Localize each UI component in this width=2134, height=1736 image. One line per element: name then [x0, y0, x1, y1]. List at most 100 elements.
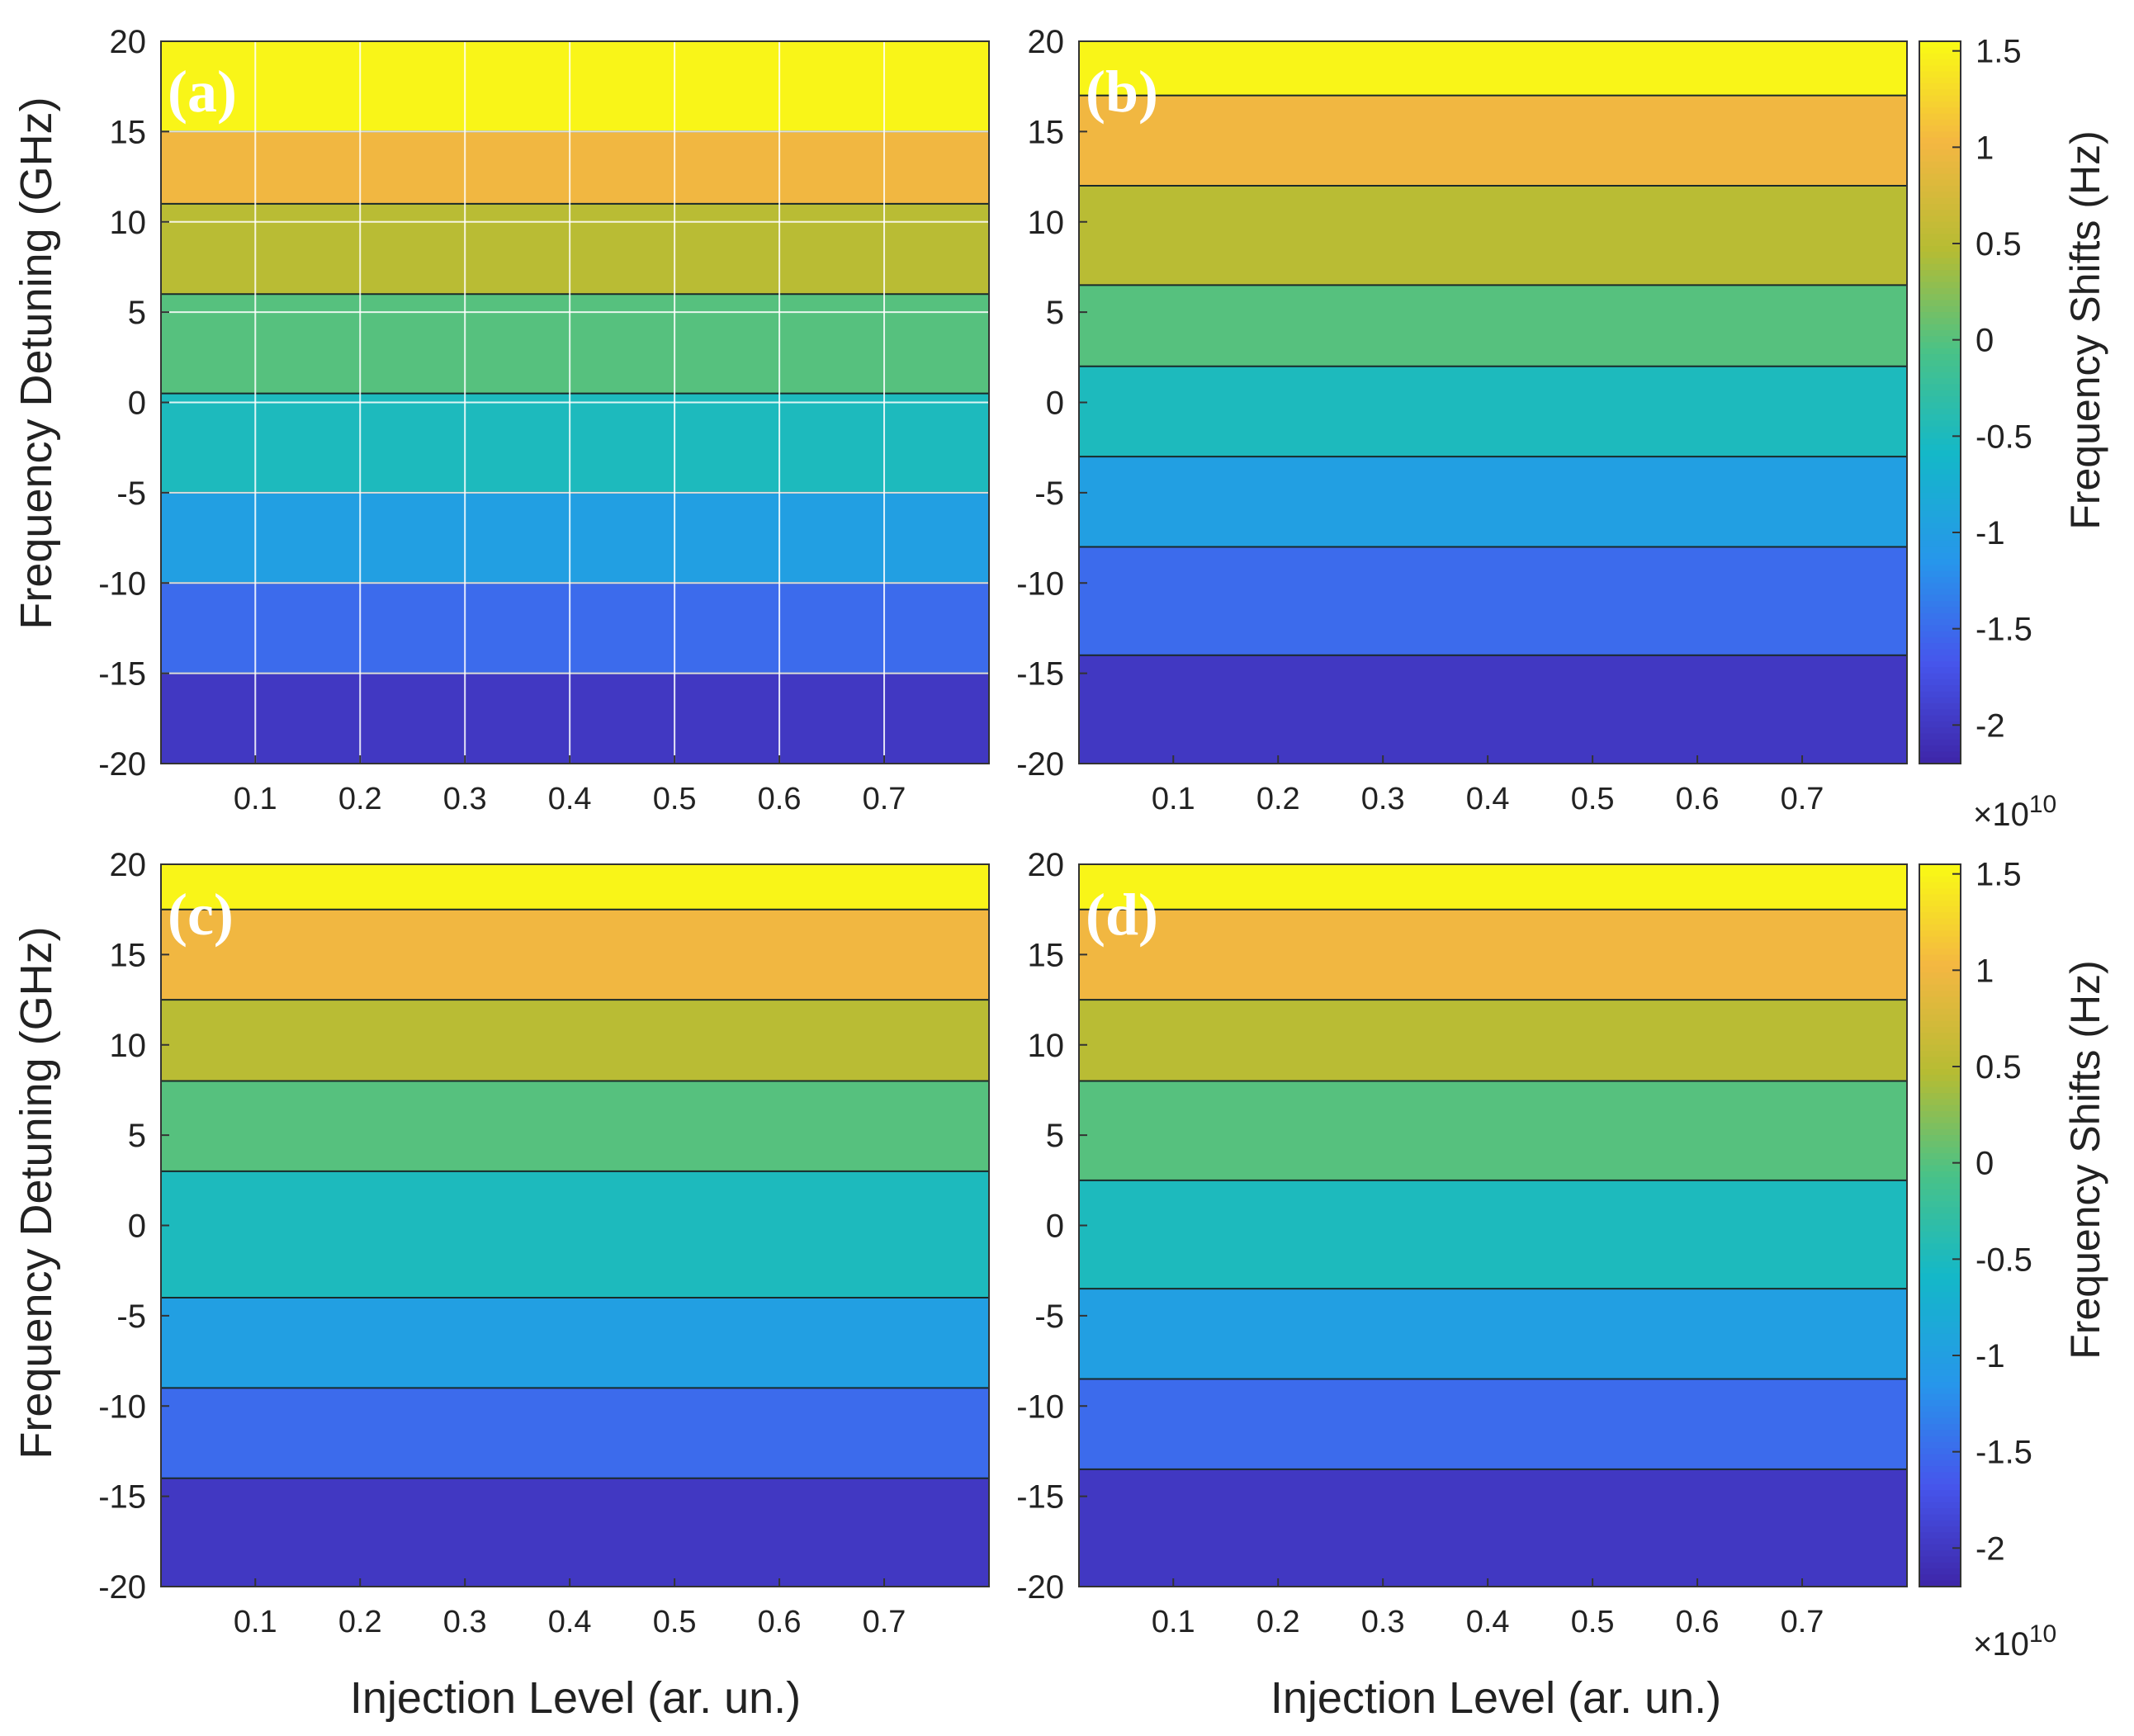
y-tick-label: -10: [1016, 1388, 1064, 1425]
colorbar-segment: [1919, 631, 1961, 638]
colorbar-segment: [1919, 1526, 1961, 1533]
colorbar-exponent-top: ×1010: [1973, 791, 2056, 833]
colorbar-segment: [1919, 1141, 1961, 1148]
colorbar-segment: [1919, 1357, 1961, 1365]
colorbar-segment: [1919, 372, 1961, 379]
colorbar-segment: [1919, 1406, 1961, 1413]
colorbar-segment: [1919, 966, 1961, 973]
contour-band: [1079, 1081, 1907, 1180]
colorbar-segment: [1919, 131, 1961, 139]
colorbar-segment: [1919, 1068, 1961, 1076]
colorbar-segment: [1919, 954, 1961, 962]
y-tick-label: 0: [1046, 1209, 1064, 1245]
colorbar-segment: [1919, 1568, 1961, 1576]
x-tick-label: 0.1: [1152, 782, 1195, 816]
colorbar-segment: [1919, 991, 1961, 998]
colorbar-segment: [1919, 1273, 1961, 1280]
contour-band: [161, 1081, 989, 1171]
colorbar-segment: [1919, 673, 1961, 680]
colorbar-segment: [1919, 709, 1961, 717]
y-tick-label: 10: [1028, 205, 1065, 241]
y-tick-label: 15: [1028, 114, 1065, 150]
colorbar-segment: [1919, 215, 1961, 223]
colorbar-segment: [1919, 649, 1961, 656]
panel-label: (a): [168, 59, 237, 125]
colorbar-segment: [1919, 576, 1961, 584]
colorbar-segment: [1919, 59, 1961, 66]
colorbar-segment: [1919, 1550, 1961, 1558]
colorbar-segment: [1919, 1417, 1961, 1425]
colorbar-segment: [1919, 1459, 1961, 1467]
colorbar-segment: [1919, 1532, 1961, 1540]
colorbar-segment: [1919, 402, 1961, 409]
colorbar-segment: [1919, 287, 1961, 295]
colorbar-segment: [1919, 504, 1961, 512]
contour-band: [161, 492, 989, 584]
colorbar-segment: [1919, 1382, 1961, 1388]
contour-band: [1079, 909, 1907, 1000]
colorbar-segment: [1919, 864, 1961, 871]
colorbar-segment: [1919, 1364, 1961, 1371]
y-tick-label: -10: [98, 565, 146, 602]
colorbar-segment: [1919, 384, 1961, 391]
colorbar-segment: [1919, 1538, 1961, 1545]
colorbar-segment: [1919, 71, 1961, 78]
colorbar-segment: [1919, 1147, 1961, 1154]
colorbar-segment: [1919, 245, 1961, 253]
colorbar-segment: [1919, 475, 1961, 481]
colorbar-segment: [1919, 685, 1961, 693]
colorbar-segment: [1919, 342, 1961, 349]
x-tick-label: 0.5: [653, 1605, 697, 1639]
colorbar-segment: [1919, 1412, 1961, 1419]
colorbar-segment: [1919, 192, 1961, 199]
colorbar-segment: [1919, 1020, 1961, 1028]
colorbar-segment: [1919, 667, 1961, 674]
colorbar-segment: [1919, 559, 1961, 565]
panel-a: 0.1 0.2 0.3 0.4 0.5 0.6 0.7 20 15 10 5 0 -5 -10 -15 -20…: [98, 24, 990, 816]
colorbar-segment: [1919, 1177, 1961, 1185]
y-tick-label: 5: [128, 1118, 146, 1154]
colorbar-segment: [1919, 906, 1961, 913]
contour-band: [161, 1478, 989, 1587]
colorbar-segment: [1919, 643, 1961, 650]
colorbar-segment: [1919, 95, 1961, 102]
colorbar-segment: [1919, 221, 1961, 229]
colorbar-segment: [1919, 1315, 1961, 1322]
contour-band: [161, 393, 989, 493]
contour-band: [1079, 95, 1907, 186]
colorbar-exponent-bottom: ×1010: [1973, 1620, 2056, 1663]
colorbar-segment: [1919, 1002, 1961, 1010]
colorbar-segment: [1919, 534, 1961, 542]
contour-band: [161, 673, 989, 764]
colorbar-segment: [1919, 727, 1961, 735]
y-axis-label-top: Frequency Detuning (GHz): [12, 97, 61, 629]
colorbar-segment: [1919, 1388, 1961, 1395]
contour-band: [1079, 1000, 1907, 1081]
contour-band: [161, 1171, 989, 1298]
colorbar-segment: [1919, 378, 1961, 386]
y-tick-label: -10: [98, 1388, 146, 1425]
contour-band: [1079, 366, 1907, 457]
colorbar-segment: [1919, 636, 1961, 644]
contour-band: [161, 1388, 989, 1478]
colorbar-segment: [1919, 366, 1961, 373]
colorbar-tick-label: 0.5: [1975, 226, 2022, 263]
colorbar-tick-label: 0.5: [1975, 1049, 2022, 1086]
colorbar-segment: [1919, 679, 1961, 686]
y-tick-label: -15: [98, 656, 146, 693]
colorbar-bottom: 1.5 1 0.5 0 -0.5 -1 -1.5 -2: [1919, 857, 2032, 1587]
colorbar-segment: [1919, 1514, 1961, 1521]
colorbar-segment: [1919, 47, 1961, 54]
colorbar-segment: [1919, 468, 1961, 475]
colorbar-segment: [1919, 697, 1961, 704]
colorbar-segment: [1919, 1556, 1961, 1563]
colorbar-segment: [1919, 149, 1961, 157]
y-tick-label: 15: [110, 937, 147, 973]
colorbar-segment: [1919, 1243, 1961, 1251]
contour-band: [161, 909, 989, 1000]
colorbar-segment: [1919, 450, 1961, 457]
colorbar-segment: [1919, 691, 1961, 698]
colorbar-segment: [1919, 462, 1961, 470]
x-tick-label: 0.7: [1781, 782, 1824, 816]
colorbar-segment: [1919, 161, 1961, 168]
